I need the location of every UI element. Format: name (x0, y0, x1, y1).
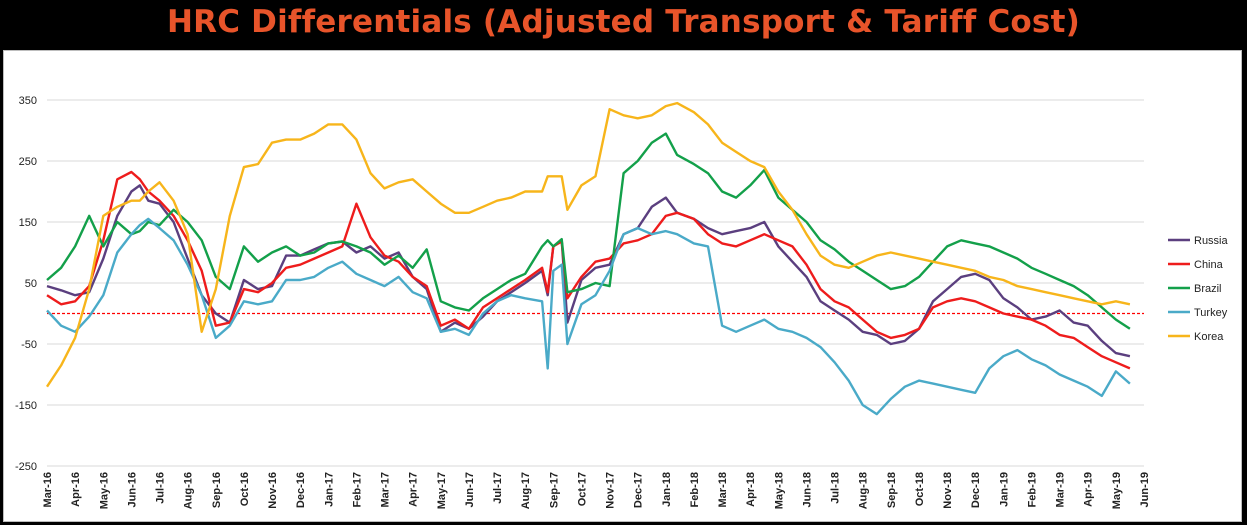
series-line-russia (46, 184, 1131, 358)
x-tick-label: Nov-17 (605, 472, 617, 509)
y-tick-label: 350 (19, 95, 37, 107)
x-tick-label: Aug-17 (520, 472, 532, 509)
chart-title: HRC Differentials (Adjusted Transport & … (167, 4, 1080, 40)
x-tick-label: Jan-17 (323, 472, 335, 507)
x-tick-label: Mar-17 (380, 472, 392, 507)
x-tick-label: Nov-16 (267, 472, 279, 509)
y-axis-ticks: 350 250 150 50 -50 -150 -250 (15, 95, 37, 473)
x-tick-label: May-16 (98, 472, 110, 509)
y-tick-label: -250 (15, 461, 37, 473)
series-line-china (46, 170, 1131, 370)
x-tick-label: May-18 (773, 472, 785, 509)
x-tick-label: Mar-18 (717, 472, 729, 507)
x-tick-label: Jun-16 (126, 472, 138, 507)
series-line-brazil (46, 132, 1131, 330)
x-tick-label: Apr-18 (745, 472, 757, 507)
line-chart: 350 250 150 50 -50 -150 -250 Mar-16 Apr-16 May-1… (15, 95, 1229, 509)
series-line-korea (45, 101, 1131, 388)
x-tick-label: Mar-19 (1055, 472, 1067, 507)
x-tick-label: Dec-16 (295, 472, 307, 508)
x-tick-label: Oct-17 (576, 472, 588, 506)
y-tick-label: 150 (19, 217, 37, 229)
y-tick-label: 50 (25, 278, 37, 290)
legend-label-turkey: Turkey (1194, 307, 1228, 319)
x-tick-label: Jul-16 (155, 472, 167, 504)
x-tick-label: Nov-18 (942, 472, 954, 509)
x-tick-label: Apr-17 (408, 472, 420, 507)
x-tick-label: Mar-16 (42, 472, 54, 507)
y-tick-label: -150 (15, 400, 37, 412)
legend-label-china: China (1194, 259, 1224, 271)
series-line-turkey (46, 217, 1131, 416)
legend-label-russia: Russia (1194, 235, 1229, 247)
x-axis-ticks: Mar-16 Apr-16 May-16 Jun-16 Jul-16 Aug-16 Sep-… (42, 472, 1151, 509)
x-tick-label: Jan-18 (661, 472, 673, 507)
x-tick-label: Aug-18 (858, 472, 870, 509)
x-tick-label: Sep-18 (886, 472, 898, 508)
x-tick-label: Jun-18 (801, 472, 813, 507)
x-tick-label: Feb-17 (351, 472, 363, 507)
title-bar: HRC Differentials (Adjusted Transport & … (0, 0, 1247, 50)
x-tick-label: May-17 (436, 472, 448, 509)
x-tick-label: Aug-16 (183, 472, 195, 509)
x-tick-label: Oct-16 (239, 472, 251, 506)
x-tick-label: May-19 (1111, 472, 1123, 509)
x-tick-label: Apr-19 (1083, 472, 1095, 507)
legend: Russia China Brazil Turkey Korea (1168, 235, 1229, 343)
y-tick-label: -50 (21, 339, 37, 351)
x-tick-label: Dec-17 (633, 472, 645, 508)
x-tick-label: Apr-16 (70, 472, 82, 507)
series-lines (45, 101, 1131, 416)
x-tick-label: Feb-19 (1026, 472, 1038, 507)
legend-label-korea: Korea (1194, 331, 1224, 343)
x-tick-label: Jul-17 (492, 472, 504, 504)
x-tick-label: Oct-18 (914, 472, 926, 506)
y-tick-label: 250 (19, 156, 37, 168)
x-tick-label: Jan-19 (998, 472, 1010, 507)
x-tick-label: Sep-16 (211, 472, 223, 508)
chart-panel: 350 250 150 50 -50 -150 -250 Mar-16 Apr-16 May-1… (3, 50, 1242, 522)
x-tick-label: Dec-18 (970, 472, 982, 508)
x-tick-label: Sep-17 (548, 472, 560, 508)
legend-label-brazil: Brazil (1194, 283, 1222, 295)
x-tick-label: Feb-18 (689, 472, 701, 507)
x-tick-label: Jun-19 (1139, 472, 1151, 507)
x-tick-label: Jun-17 (464, 472, 476, 507)
x-tick-label: Jul-18 (830, 472, 842, 504)
